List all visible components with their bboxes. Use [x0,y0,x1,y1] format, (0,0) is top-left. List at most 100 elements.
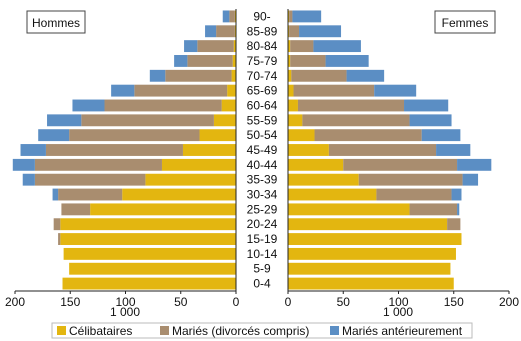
bar-femmes-35-39-series-2 [462,173,479,186]
bar-hommes-40-44-series-0 [161,158,236,171]
bar-femmes-35-39-series-1 [358,173,463,186]
legend-frame [51,322,473,339]
bar-femmes-90--series-0 [288,10,290,23]
bar-femmes-50-54-series-1 [314,129,422,142]
unit-label-left: 1 000 [110,305,140,319]
bar-hommes-15-19-series-1 [58,233,61,245]
legend: Célibataires Mariés (divorcés compris) Mar… [51,322,473,339]
legend-label-1: Mariés (divorcés compris) [172,324,309,338]
bar-femmes-45-49-series-1 [328,144,437,156]
bar-hommes-15-19-series-0 [60,233,237,245]
bar-hommes-65-69-series-2 [111,84,135,97]
bar-femmes-90--series-2 [292,10,322,23]
bar-hommes-30-34-series-2 [52,188,59,201]
bar-hommes-55-59-series-1 [81,114,214,127]
bar-hommes-90--series-2 [222,10,230,23]
bar-hommes-60-64-series-0 [221,99,236,112]
legend-label-0: Célibataires [69,324,132,338]
bar-hommes-10-14-series-0 [63,247,237,260]
bar-femmes-5-9-series-0 [288,262,451,275]
bar-femmes-65-69-series-2 [374,84,417,97]
age-label-55-59: 55-59 [247,113,278,127]
age-label-15-19: 15-19 [247,232,278,246]
bar-hommes-25-29-series-0 [90,203,236,216]
tick-label-femmes-0: 0 [285,295,292,309]
legend-swatch-2 [330,326,339,335]
bar-femmes-50-54-series-0 [288,129,315,142]
bar-hommes-65-69-series-1 [134,84,228,97]
bar-femmes-55-59-series-0 [288,114,303,127]
tick-label-hommes-100: 100 [115,295,135,309]
bar-femmes-65-69-series-0 [288,84,294,97]
bar-hommes-35-39-series-1 [34,173,146,186]
bar-femmes-40-44-series-2 [457,158,492,171]
unit-label-right: 1 000 [383,305,413,319]
bar-femmes-60-64-series-0 [288,99,298,112]
age-label-35-39: 35-39 [247,173,278,187]
bar-femmes-75-79-series-0 [288,55,291,67]
age-label-50-54: 50-54 [247,128,278,142]
age-label-20-24: 20-24 [247,217,278,231]
bar-femmes-85-89-series-1 [289,25,300,38]
tick-label-hommes-200: 200 [5,295,25,309]
bar-femmes-0-4-series-0 [288,277,454,290]
bar-femmes-20-24-series-1 [447,218,461,231]
age-label-65-69: 65-69 [247,84,278,98]
age-label-0-4: 0-4 [253,277,271,291]
age-label-75-79: 75-79 [247,54,278,68]
age-label-70-74: 70-74 [247,69,278,83]
bar-hommes-70-74-series-2 [149,69,166,82]
tick-label-hommes-0: 0 [233,295,240,309]
bar-femmes-50-54-series-2 [421,129,461,142]
bar-femmes-30-34-series-2 [451,188,462,201]
bar-femmes-45-49-series-0 [288,144,329,156]
bar-hommes-85-89-series-2 [205,25,217,38]
bar-femmes-45-49-series-2 [436,144,471,156]
age-group-labels: 0-45-910-1415-1920-2425-2930-3435-3940-4… [247,9,278,290]
bar-femmes-10-14-series-0 [288,247,456,260]
bar-femmes-25-29-series-1 [409,203,458,216]
bar-hommes-70-74-series-1 [165,69,232,82]
tick-label-hommes-150: 150 [60,295,80,309]
bar-femmes-25-29-series-2 [457,203,460,216]
label-femmes-box: Femmes [434,10,496,34]
bar-femmes-70-74-series-1 [291,69,347,82]
bar-hommes-45-49-series-2 [20,144,46,156]
tick-label-femmes-100: 100 [388,295,408,309]
tick-label-hommes-50: 50 [174,295,188,309]
bar-hommes-35-39-series-0 [145,173,236,186]
bar-hommes-5-9-series-0 [69,262,237,275]
age-label-60-64: 60-64 [247,98,278,112]
bar-hommes-80-84-series-1 [197,40,234,53]
bar-femmes-55-59-series-1 [302,114,410,127]
age-label-10-14: 10-14 [247,247,278,261]
bar-femmes-40-44-series-1 [343,158,458,171]
age-label-45-49: 45-49 [247,143,278,157]
axes: 200 150 100 50 0 0 50 100 150 200 [5,9,519,309]
bar-femmes-60-64-series-2 [404,99,449,112]
bar-hommes-45-49-series-0 [182,144,236,156]
bar-femmes-30-34-series-1 [376,188,452,201]
bar-hommes-35-39-series-2 [22,173,35,186]
bar-femmes-40-44-series-0 [288,158,344,171]
bar-femmes-60-64-series-1 [297,99,405,112]
age-label-85-89: 85-89 [247,24,278,38]
panel-title-femmes: Femmes [442,16,489,30]
bar-hommes-75-79-series-0 [232,55,236,67]
bar-femmes-30-34-series-0 [288,188,377,201]
bar-hommes-75-79-series-2 [174,55,188,67]
age-label-80-84: 80-84 [247,39,278,53]
bar-femmes-25-29-series-0 [288,203,410,216]
bar-femmes-80-84-series-0 [288,40,291,53]
bar-hommes-75-79-series-1 [187,55,233,67]
label-hommes-box: Hommes [26,10,86,34]
bar-femmes-80-84-series-1 [290,40,314,53]
panel-title-hommes: Hommes [32,16,80,30]
bar-femmes-80-84-series-2 [313,40,361,53]
bar-hommes-90--series-0 [234,10,236,23]
age-label-30-34: 30-34 [247,188,278,202]
bar-femmes-20-24-series-0 [288,218,448,231]
bar-femmes-15-19-series-0 [288,233,462,245]
bar-hommes-50-54-series-1 [69,129,200,142]
